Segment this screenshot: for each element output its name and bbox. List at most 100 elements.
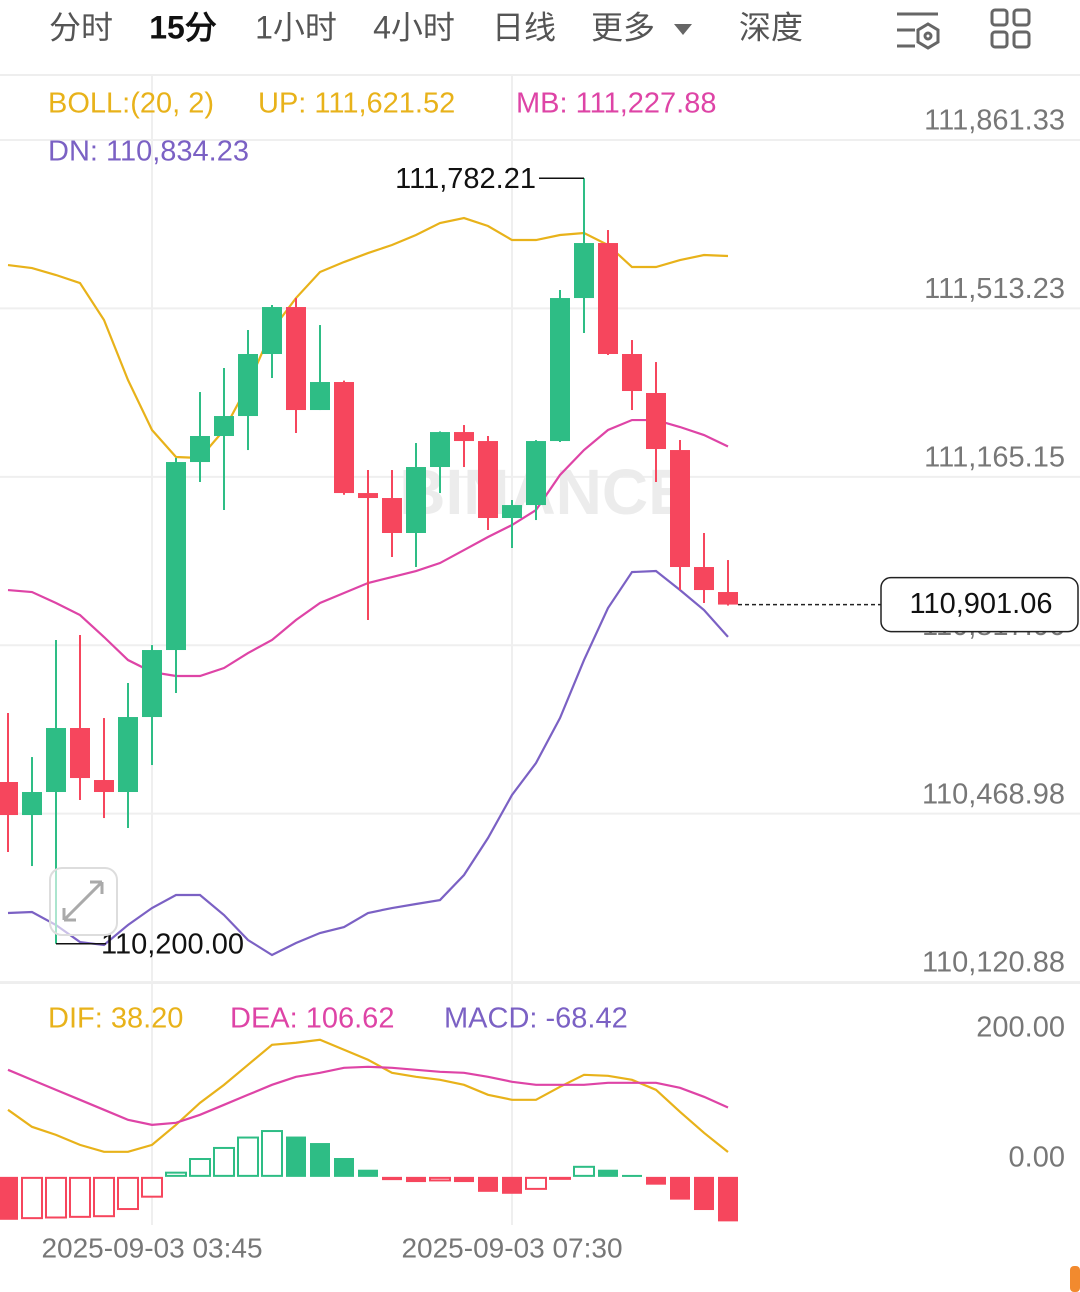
icon-square xyxy=(990,30,1009,49)
macd-bar xyxy=(598,1169,618,1177)
legend-label: DEA: 106.62 xyxy=(230,1003,394,1035)
tab[interactable]: 4小时 xyxy=(373,9,455,45)
annotation-label: 110,200.00 xyxy=(101,928,244,960)
macd-bar xyxy=(429,1176,451,1182)
macd-bar xyxy=(525,1176,547,1190)
macd-bar xyxy=(189,1158,211,1177)
candle-body xyxy=(118,717,138,793)
candle-body xyxy=(0,782,18,816)
candle-body xyxy=(502,505,522,519)
candle-body xyxy=(550,298,570,442)
macd-bar xyxy=(406,1176,426,1183)
icon-square xyxy=(1012,8,1031,27)
candle-body xyxy=(382,498,402,534)
corner-tab xyxy=(1070,1266,1080,1292)
macd-bar xyxy=(694,1176,714,1211)
y-tick-label: 0.00 xyxy=(1009,1142,1065,1174)
candle-body xyxy=(430,432,450,468)
macd-bar xyxy=(165,1171,187,1177)
macd-bar xyxy=(237,1136,259,1177)
y-tick-label: 110,468.98 xyxy=(922,778,1065,810)
tab[interactable]: 更多 xyxy=(591,9,655,45)
macd-bar xyxy=(670,1176,690,1200)
y-tick-label: 111,165.15 xyxy=(924,441,1065,473)
macd-bar xyxy=(382,1176,402,1181)
candle-body xyxy=(190,436,210,463)
candle-body xyxy=(670,450,690,568)
macd-line xyxy=(7,1038,729,1153)
candle-body xyxy=(406,467,426,534)
plot: 111,861.33111,513.23111,165.15110,817.06… xyxy=(0,88,1080,1263)
candle-body xyxy=(166,462,186,651)
candle-body xyxy=(622,354,642,392)
expand-button[interactable] xyxy=(49,867,118,936)
icon-square xyxy=(1012,30,1031,49)
tab[interactable]: 日线 xyxy=(492,9,556,45)
candle-body xyxy=(358,493,378,499)
macd-bar xyxy=(334,1158,354,1177)
annotation-label: 111,782.21 xyxy=(395,163,536,195)
tab[interactable]: 深度 xyxy=(739,9,803,45)
candle-body xyxy=(46,728,66,793)
legend-label: MB: 111,227.88 xyxy=(516,88,716,120)
macd-bar xyxy=(310,1143,330,1177)
y-tick-label: 111,861.33 xyxy=(924,105,1065,137)
last-price-label: 110,901.06 xyxy=(910,588,1053,620)
candle-body xyxy=(646,393,666,450)
macd-bar xyxy=(117,1176,139,1211)
macd-bar xyxy=(286,1136,306,1177)
candle-body xyxy=(310,382,330,411)
boll-line xyxy=(7,216,729,460)
candle-body xyxy=(238,354,258,417)
macd-bar xyxy=(69,1176,91,1218)
macd-bar xyxy=(549,1176,571,1180)
macd-bar xyxy=(21,1176,43,1220)
macd-bar xyxy=(45,1176,67,1219)
y-tick-label: 200.00 xyxy=(976,1011,1065,1043)
icon-dot xyxy=(923,31,933,41)
legend-label: DIF: 38.20 xyxy=(48,1003,183,1035)
legend-label: DN: 110,834.23 xyxy=(48,136,249,168)
macd-bar xyxy=(478,1176,498,1192)
macd-bar xyxy=(622,1174,642,1177)
indicator-label: BOLL:(20, 2) xyxy=(48,88,214,120)
last-price-box xyxy=(880,576,1079,633)
candle-body xyxy=(574,243,594,299)
macd-bar xyxy=(141,1176,163,1198)
expand-arrows xyxy=(62,880,104,922)
candle-body xyxy=(598,243,618,355)
macd-bar xyxy=(502,1176,522,1194)
candle-body xyxy=(334,382,354,494)
candle-body xyxy=(94,780,114,793)
candle-body xyxy=(454,432,474,442)
candle-body xyxy=(718,592,738,605)
settings-icon[interactable] xyxy=(897,12,940,50)
candle-body xyxy=(70,728,90,779)
tab[interactable]: 1小时 xyxy=(255,9,337,45)
macd-bar xyxy=(718,1176,738,1222)
toolbar: 分时 15分 1小时 4小时 日线 更多 深度 xyxy=(0,8,1080,76)
macd-bar xyxy=(213,1146,235,1177)
macd-bar xyxy=(358,1169,378,1177)
boll-line xyxy=(7,569,729,957)
y-tick-label: 110,120.88 xyxy=(922,947,1065,979)
legend-label: MACD: -68.42 xyxy=(444,1003,628,1035)
candle-body xyxy=(478,441,498,519)
candle-body xyxy=(142,650,162,718)
macd-bar xyxy=(93,1176,115,1218)
macd-bar xyxy=(646,1176,666,1185)
macd-bar xyxy=(573,1165,595,1177)
tab-active[interactable]: 15分 xyxy=(149,9,217,45)
tab[interactable]: 分时 xyxy=(49,9,113,45)
layout-icon[interactable] xyxy=(990,8,1031,49)
x-tick-label: 2025-09-03 03:45 xyxy=(41,1232,262,1263)
icon-hex xyxy=(916,22,940,50)
macd-line xyxy=(7,1065,729,1126)
candle-body xyxy=(262,307,282,355)
x-tick-label: 2025-09-03 07:30 xyxy=(401,1232,622,1263)
icon-square xyxy=(990,8,1009,27)
legend-label: UP: 111,621.52 xyxy=(258,88,455,120)
candle-body xyxy=(22,792,42,816)
macd-bar xyxy=(454,1176,474,1183)
